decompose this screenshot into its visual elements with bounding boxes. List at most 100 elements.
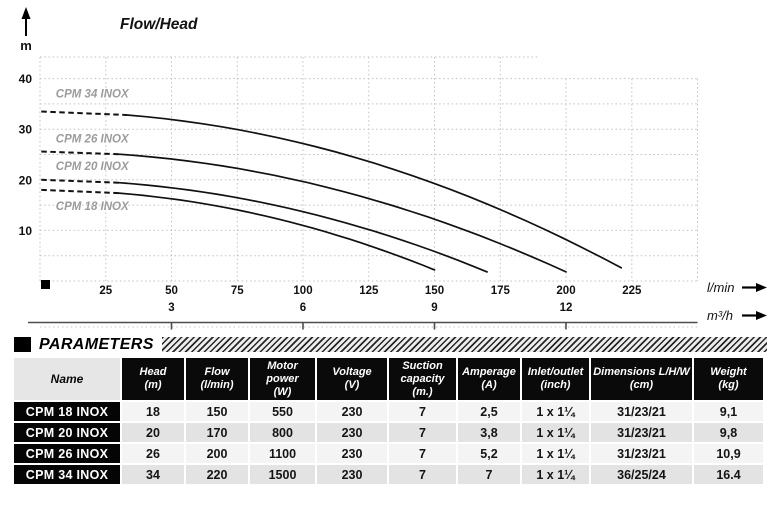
value-cell: 220 bbox=[186, 465, 248, 484]
x-axis-secondary-unit: m³/h bbox=[707, 308, 733, 323]
value-cell: 31/23/21 bbox=[591, 423, 692, 442]
x2-tick-label: 9 bbox=[431, 302, 437, 314]
y-tick-label: 20 bbox=[19, 173, 33, 187]
section-bullet-square bbox=[14, 337, 31, 352]
value-cell: 26 bbox=[122, 444, 184, 463]
pump-curve-solid bbox=[118, 181, 488, 273]
column-header-inlet-outlet: Inlet/outlet (inch) bbox=[522, 358, 589, 400]
value-cell: 1100 bbox=[250, 444, 315, 463]
parameters-section-header: PARAMETERS bbox=[14, 336, 767, 353]
value-cell: 7 bbox=[389, 423, 456, 442]
x-tick-label: 225 bbox=[622, 285, 642, 297]
column-header-head: Head (m) bbox=[122, 358, 184, 400]
x-tick-label: 100 bbox=[293, 285, 312, 297]
value-cell: 1 x 1¼ bbox=[522, 423, 589, 442]
curve-label: CPM 26 INOX bbox=[56, 133, 130, 145]
chart-grid bbox=[39, 56, 698, 282]
table-row: CPM 20 INOX 20 170 800 230 7 3,8 1 x 1¼ 31/23/21… bbox=[14, 423, 763, 442]
value-cell: 1 x 1¼ bbox=[522, 402, 589, 421]
curve-label: CPM 20 INOX bbox=[56, 161, 130, 173]
column-header-name: Name bbox=[14, 358, 120, 400]
value-cell: 1 x 1¼ bbox=[522, 465, 589, 484]
x2-tick-label: 12 bbox=[560, 302, 573, 314]
value-cell: 1 x 1¼ bbox=[522, 444, 589, 463]
parameters-table: Name Head (m) Flow (l/min) Motor power (W) Volt… bbox=[12, 356, 765, 486]
curve-label: CPM 18 INOX bbox=[56, 201, 130, 213]
x-tick-label: 125 bbox=[359, 285, 379, 297]
pump-name-cell: CPM 26 INOX bbox=[14, 444, 120, 463]
table-row: CPM 26 INOX 26 200 1100 230 7 5,2 1 x 1¼ 31/23/2… bbox=[14, 444, 763, 463]
value-cell: 9,8 bbox=[694, 423, 763, 442]
value-cell: 20 bbox=[122, 423, 184, 442]
x2-tick-label: 6 bbox=[300, 302, 306, 314]
pump-curve-dashed bbox=[41, 110, 127, 116]
parameters-section-title: PARAMETERS bbox=[39, 335, 154, 353]
value-cell: 230 bbox=[317, 402, 387, 421]
value-cell: 36/25/24 bbox=[591, 465, 692, 484]
value-cell: 16.4 bbox=[694, 465, 763, 484]
column-header-voltage: Voltage (V) bbox=[317, 358, 387, 400]
pump-name-cell: CPM 34 INOX bbox=[14, 465, 120, 484]
pump-curve-solid bbox=[118, 192, 436, 271]
value-cell: 5,2 bbox=[458, 444, 520, 463]
value-cell: 200 bbox=[186, 444, 248, 463]
y-axis-unit: m bbox=[20, 38, 32, 53]
value-cell: 7 bbox=[389, 465, 456, 484]
value-cell: 1500 bbox=[250, 465, 315, 484]
x-tick-label: 25 bbox=[99, 285, 112, 297]
right-arrow-icon bbox=[742, 283, 767, 292]
value-cell: 7 bbox=[458, 465, 520, 484]
curve-label: CPM 34 INOX bbox=[56, 88, 130, 100]
value-cell: 31/23/21 bbox=[591, 402, 692, 421]
pump-curve-dashed bbox=[41, 150, 119, 156]
hatch-band bbox=[161, 337, 767, 352]
value-cell: 550 bbox=[250, 402, 315, 421]
x-tick-label: 200 bbox=[556, 285, 575, 297]
x-axis-primary-unit: l/min bbox=[707, 280, 734, 295]
value-cell: 7 bbox=[389, 444, 456, 463]
column-header-amperage: Amperage (A) bbox=[458, 358, 520, 400]
right-arrow-icon bbox=[742, 311, 767, 320]
x2-tick-label: 3 bbox=[168, 302, 174, 314]
y-tick-label: 40 bbox=[19, 72, 33, 86]
pump-curves-svg: CPM 18 INOX CPM 20 INOX CPM 26 INOX CPM 34 … bbox=[19, 7, 767, 330]
value-cell: 150 bbox=[186, 402, 248, 421]
value-cell: 7 bbox=[389, 402, 456, 421]
chart-title: Flow/Head bbox=[120, 16, 198, 33]
column-header-motor-power: Motor power (W) bbox=[250, 358, 315, 400]
value-cell: 18 bbox=[122, 402, 184, 421]
column-header-dimensions-l-h-w: Dimensions L/H/W (cm) bbox=[591, 358, 692, 400]
value-cell: 34 bbox=[122, 465, 184, 484]
x-tick-label: 75 bbox=[231, 285, 244, 297]
pump-curve-solid bbox=[125, 114, 623, 269]
value-cell: 230 bbox=[317, 423, 387, 442]
value-cell: 2,5 bbox=[458, 402, 520, 421]
parameters-header-row: Name Head (m) Flow (l/min) Motor power (W) Volt… bbox=[14, 358, 763, 400]
y-tick-label: 10 bbox=[19, 224, 33, 238]
value-cell: 230 bbox=[317, 444, 387, 463]
header-row: Name Head (m) Flow (l/min) Motor power (W) Volt… bbox=[14, 358, 763, 400]
pump-curve-dashed bbox=[41, 178, 119, 184]
up-arrow-icon bbox=[21, 7, 31, 36]
value-cell: 230 bbox=[317, 465, 387, 484]
table-row: CPM 34 INOX 34 220 1500 230 7 7 1 x 1¼ 36/25/24 1… bbox=[14, 465, 763, 484]
parameters-body: CPM 18 INOX 18 150 550 230 7 2,5 1 x 1¼ 31/23/21… bbox=[14, 402, 763, 484]
value-cell: 31/23/21 bbox=[591, 444, 692, 463]
x-tick-label: 50 bbox=[165, 285, 178, 297]
pump-curve-dashed bbox=[41, 188, 119, 195]
value-cell: 170 bbox=[186, 423, 248, 442]
column-header-weight: Weight (kg) bbox=[694, 358, 763, 400]
pump-name-cell: CPM 20 INOX bbox=[14, 423, 120, 442]
x-tick-label: 175 bbox=[491, 285, 511, 297]
value-cell: 9,1 bbox=[694, 402, 763, 421]
y-tick-label: 30 bbox=[19, 123, 33, 137]
origin-marker bbox=[41, 280, 50, 289]
value-cell: 3,8 bbox=[458, 423, 520, 442]
column-header-flow: Flow (l/min) bbox=[186, 358, 248, 400]
pump-name-cell: CPM 18 INOX bbox=[14, 402, 120, 421]
value-cell: 800 bbox=[250, 423, 315, 442]
pump-curve-solid bbox=[118, 153, 567, 273]
table-row: CPM 18 INOX 18 150 550 230 7 2,5 1 x 1¼ 31/23/21… bbox=[14, 402, 763, 421]
value-cell: 10,9 bbox=[694, 444, 763, 463]
